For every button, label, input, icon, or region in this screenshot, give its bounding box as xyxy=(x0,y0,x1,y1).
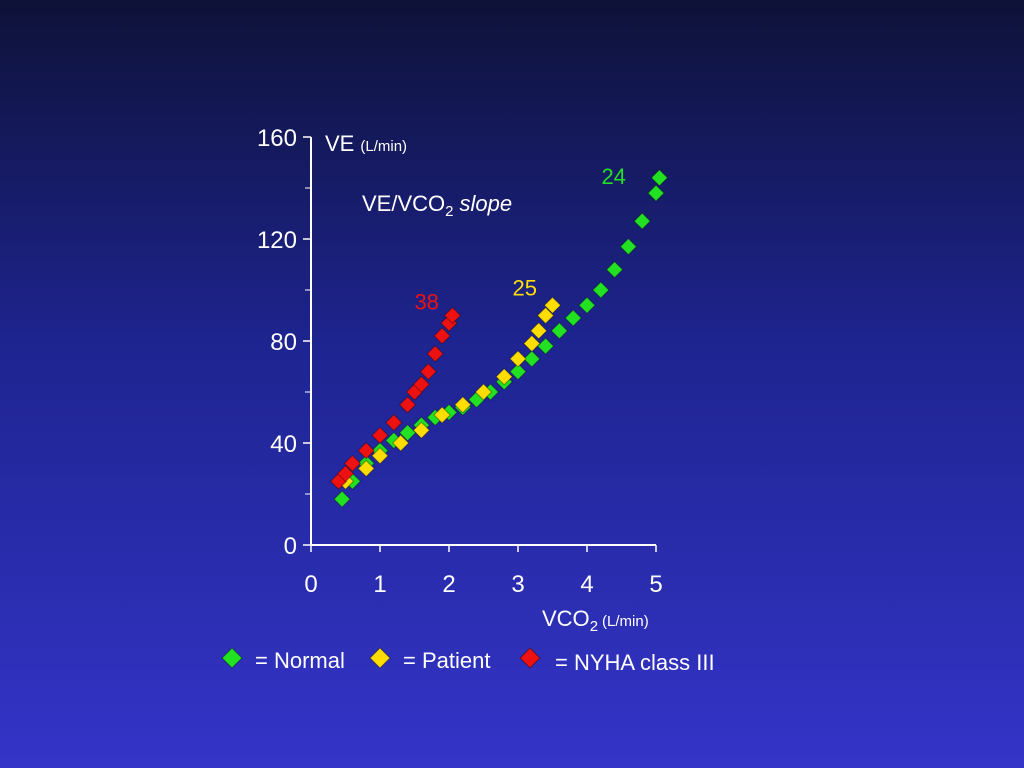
data-point xyxy=(550,322,569,340)
data-point xyxy=(495,367,513,386)
slope-label: VE/VCO2 slope xyxy=(362,191,512,220)
y-tick-label: 80 xyxy=(270,329,297,356)
data-point xyxy=(633,212,651,230)
data-point xyxy=(605,260,624,279)
data-point xyxy=(333,490,351,508)
data-point xyxy=(592,281,610,299)
y-tick-label: 40 xyxy=(270,431,297,458)
slope-label-italic: slope xyxy=(459,191,512,216)
y-tick-label: 120 xyxy=(257,227,297,254)
data-point xyxy=(564,309,582,327)
y-axis-label: VE (L/min) xyxy=(325,131,407,156)
data-point xyxy=(443,306,462,325)
x-axis-label: VCO2 (L/min) xyxy=(542,606,649,635)
y-tick-label: 160 xyxy=(257,125,297,152)
data-point xyxy=(426,345,444,363)
data-point xyxy=(536,306,555,325)
data-point xyxy=(398,396,417,414)
legend-marker xyxy=(221,647,243,669)
legend-label: = NYHA class III xyxy=(555,650,715,675)
x-axis-label-main: VCO xyxy=(542,606,590,631)
slope-value: 24 xyxy=(601,164,625,189)
legend-label: = Normal xyxy=(255,648,345,673)
data-point xyxy=(578,296,596,315)
data-point xyxy=(523,350,541,368)
slope-value: 38 xyxy=(414,290,438,315)
slope-value: 25 xyxy=(513,275,537,300)
x-tick-label: 5 xyxy=(649,571,662,598)
x-tick-label: 3 xyxy=(511,571,524,598)
data-point xyxy=(357,441,375,460)
data-point xyxy=(433,406,451,424)
data-point xyxy=(412,421,431,439)
data-point xyxy=(536,337,555,355)
x-tick-label: 1 xyxy=(373,571,386,598)
y-tick-label: 0 xyxy=(284,533,297,560)
data-point xyxy=(412,375,431,394)
legend-label: = Patient xyxy=(403,648,490,673)
data-point xyxy=(543,296,562,315)
data-point xyxy=(454,396,472,414)
data-point xyxy=(523,334,541,353)
y-axis-label-main: VE xyxy=(325,131,354,156)
data-point xyxy=(509,362,527,381)
data-point xyxy=(398,424,417,442)
data-point xyxy=(529,322,548,340)
data-point xyxy=(371,447,389,465)
data-point xyxy=(371,426,389,445)
slope-label-sub: 2 xyxy=(445,203,453,220)
data-point xyxy=(619,237,638,256)
legend-marker xyxy=(519,647,541,669)
data-point xyxy=(391,434,410,452)
data-point xyxy=(647,184,665,202)
x-tick-label: 2 xyxy=(442,571,455,598)
legend-marker xyxy=(369,647,391,669)
y-axis-label-unit: (L/min) xyxy=(360,138,407,155)
data-point xyxy=(433,327,451,345)
data-point xyxy=(336,464,355,483)
data-point xyxy=(474,383,493,401)
data-point xyxy=(509,350,527,368)
x-tick-label: 0 xyxy=(304,571,317,598)
x-axis-label-sub: 2 xyxy=(590,618,598,635)
data-point xyxy=(357,459,375,478)
x-tick-label: 4 xyxy=(580,571,593,598)
slope-label-main: VE/VCO xyxy=(362,191,445,216)
data-point xyxy=(419,362,438,381)
data-point xyxy=(650,169,669,187)
data-point xyxy=(343,454,362,473)
x-axis-label-unit: (L/min) xyxy=(602,613,649,630)
data-point xyxy=(385,413,403,432)
